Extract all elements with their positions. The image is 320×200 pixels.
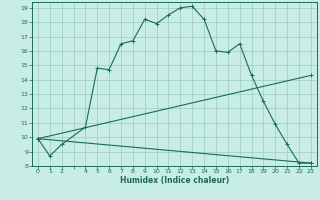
X-axis label: Humidex (Indice chaleur): Humidex (Indice chaleur) (120, 176, 229, 185)
